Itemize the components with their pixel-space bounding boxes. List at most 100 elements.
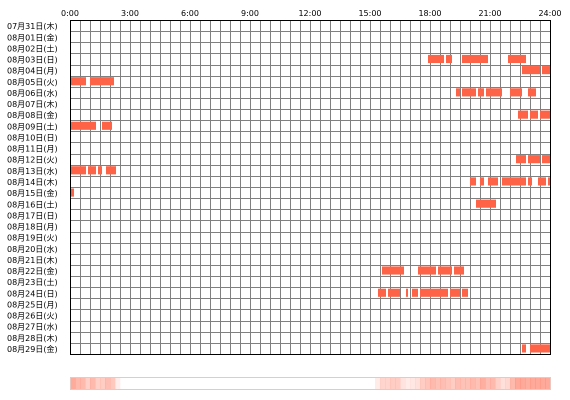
row-date-label: 08月28日(木) — [7, 333, 58, 343]
activity-bar — [428, 54, 444, 64]
density-cell — [375, 377, 381, 389]
row-date-label: 08月01日(金) — [7, 32, 58, 42]
row-date-label: 08月29日(金) — [7, 344, 58, 354]
activity-bar — [528, 177, 532, 186]
activity-bar — [382, 266, 404, 275]
density-cell — [400, 377, 406, 389]
density-cell — [520, 377, 526, 389]
activity-bar — [508, 54, 526, 64]
activity-bar — [438, 266, 452, 275]
activity-bar — [412, 288, 418, 297]
activity-bar — [542, 155, 550, 164]
activity-bar — [540, 110, 550, 119]
density-cell — [425, 377, 431, 389]
density-cell — [105, 377, 111, 389]
activity-bar — [454, 266, 464, 275]
activity-bar — [462, 88, 476, 97]
density-cell — [495, 377, 501, 389]
density-cell — [455, 377, 461, 389]
row-date-label: 08月03日(日) — [7, 56, 58, 65]
row-date-label: 08月05日(火) — [7, 78, 58, 87]
x-axis-tick-labels: 0:00 3:00 6:00 9:00 12:00 15:00 18:00 21:00 24:0… — [61, 9, 562, 18]
row-date-label: 08月09日(土) — [7, 121, 58, 131]
density-cell — [445, 377, 451, 389]
density-strip — [70, 377, 551, 390]
activity-bar — [470, 177, 476, 186]
row-date-label: 08月04日(月) — [7, 67, 58, 76]
density-cell — [500, 377, 506, 389]
row-date-label: 08月12日(火) — [7, 156, 58, 165]
x-tick-label: 6:00 — [181, 9, 199, 18]
density-cell — [460, 377, 466, 389]
density-cell — [85, 377, 91, 389]
row-date-label: 08月16日(土) — [7, 199, 58, 209]
activity-bar — [542, 66, 550, 75]
density-cell — [510, 377, 516, 389]
activity-bar — [486, 88, 502, 97]
density-cell — [440, 377, 446, 389]
activity-bar — [420, 288, 448, 297]
row-date-label: 08月22日(金) — [7, 266, 58, 276]
activity-bar — [522, 66, 540, 75]
activity-bar — [528, 88, 536, 97]
date-row-labels: 07月31日(木)08月01日(金)08月02日(土) 08月03日(日) 08月0… — [7, 21, 58, 354]
density-cell — [415, 377, 421, 389]
row-date-label: 08月23日(土) — [7, 277, 58, 287]
activity-bar — [502, 177, 526, 186]
density-cell — [450, 377, 456, 389]
activity-bar — [510, 88, 522, 97]
row-date-label: 08月15日(金) — [7, 188, 58, 198]
row-date-label: 08月24日(日) — [7, 289, 58, 298]
x-tick-label: 21:00 — [478, 9, 501, 18]
activity-bar — [522, 344, 526, 353]
x-tick-label: 24:00 — [538, 9, 561, 18]
row-date-label: 08月18日(月) — [7, 223, 58, 232]
activity-bar — [530, 344, 550, 353]
x-tick-label: 0:00 — [61, 9, 79, 18]
activity-bar — [70, 77, 86, 86]
density-cell — [545, 377, 551, 389]
activity-bar — [516, 155, 526, 164]
activity-bar — [106, 166, 116, 175]
density-cell — [540, 377, 546, 389]
activity-bar — [450, 288, 460, 297]
x-tick-label: 3:00 — [121, 9, 139, 18]
density-cell — [380, 377, 386, 389]
activity-bar — [418, 266, 436, 275]
row-date-label: 08月07日(木) — [7, 99, 58, 109]
activity-bar — [456, 88, 460, 97]
density-cell — [70, 377, 76, 389]
activity-bar — [488, 177, 498, 186]
activity-bar — [70, 166, 86, 175]
density-cell — [530, 377, 536, 389]
activity-bar — [102, 121, 112, 130]
activity-bar — [70, 121, 96, 130]
activity-bar — [538, 177, 546, 186]
density-cell — [385, 377, 391, 389]
chart-frame — [70, 20, 551, 355]
density-cell — [480, 377, 486, 389]
activity-bar — [406, 288, 408, 297]
row-date-label: 08月14日(木) — [7, 177, 58, 187]
activity-bar — [98, 166, 102, 175]
x-tick-label: 9:00 — [241, 9, 259, 18]
row-date-label: 08月17日(日) — [7, 211, 58, 220]
density-cell — [475, 377, 481, 389]
plot-border — [70, 20, 551, 355]
density-cell — [395, 377, 401, 389]
row-date-label: 08月19日(火) — [7, 234, 58, 243]
x-tick-label: 15:00 — [358, 9, 381, 18]
grid-layer — [70, 20, 551, 355]
activity-bar — [88, 166, 96, 175]
activity-bar — [518, 110, 528, 119]
density-cell — [75, 377, 81, 389]
row-date-label: 08月02日(土) — [7, 43, 58, 53]
density-cell — [525, 377, 531, 389]
density-cell — [115, 377, 121, 389]
activity-bar — [378, 288, 386, 297]
density-cell — [490, 377, 496, 389]
activity-bar — [478, 88, 484, 97]
activity-bar — [90, 77, 114, 86]
density-cell — [515, 377, 521, 389]
row-date-label: 08月08日(金) — [7, 110, 58, 120]
